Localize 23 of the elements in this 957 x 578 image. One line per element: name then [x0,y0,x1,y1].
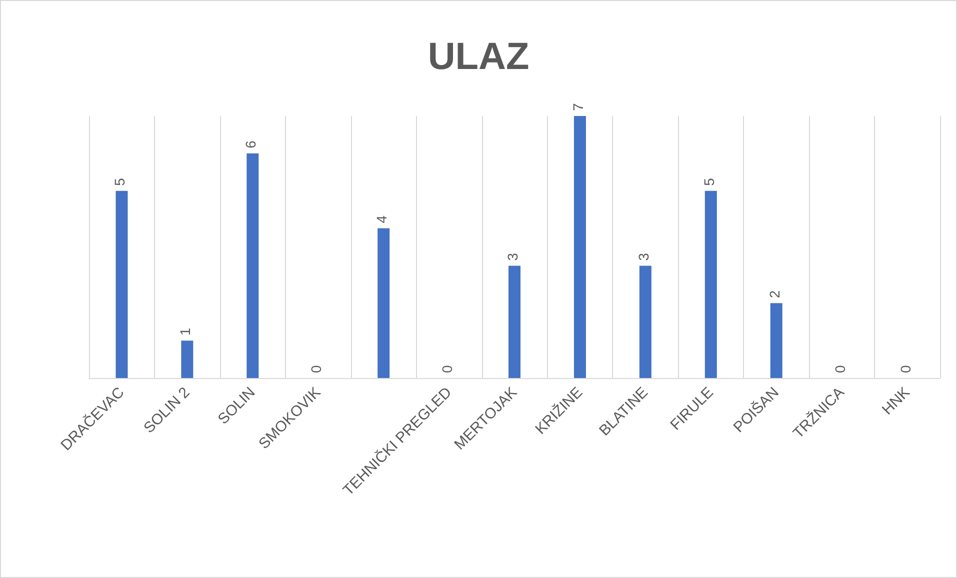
bar [639,266,652,378]
chart-title: ULAZ [428,36,530,78]
data-label: 0 [308,365,324,373]
data-label: 5 [112,178,128,186]
bar [574,116,586,378]
data-label: 0 [897,365,914,373]
data-label: 6 [242,140,259,148]
data-label: 3 [635,252,652,261]
data-label: 0 [439,365,456,373]
bar [508,266,520,378]
bar [116,190,128,378]
bar [770,303,782,378]
data-label: 3 [504,252,520,261]
data-label: 7 [570,103,586,111]
data-label: 4 [374,215,390,224]
data-label: 1 [177,328,194,336]
bar [181,340,194,378]
data-label: 2 [766,290,782,298]
bar [378,228,390,378]
bar [246,153,259,378]
data-label: 0 [832,365,848,373]
bar [704,190,717,378]
data-label: 5 [700,178,717,186]
